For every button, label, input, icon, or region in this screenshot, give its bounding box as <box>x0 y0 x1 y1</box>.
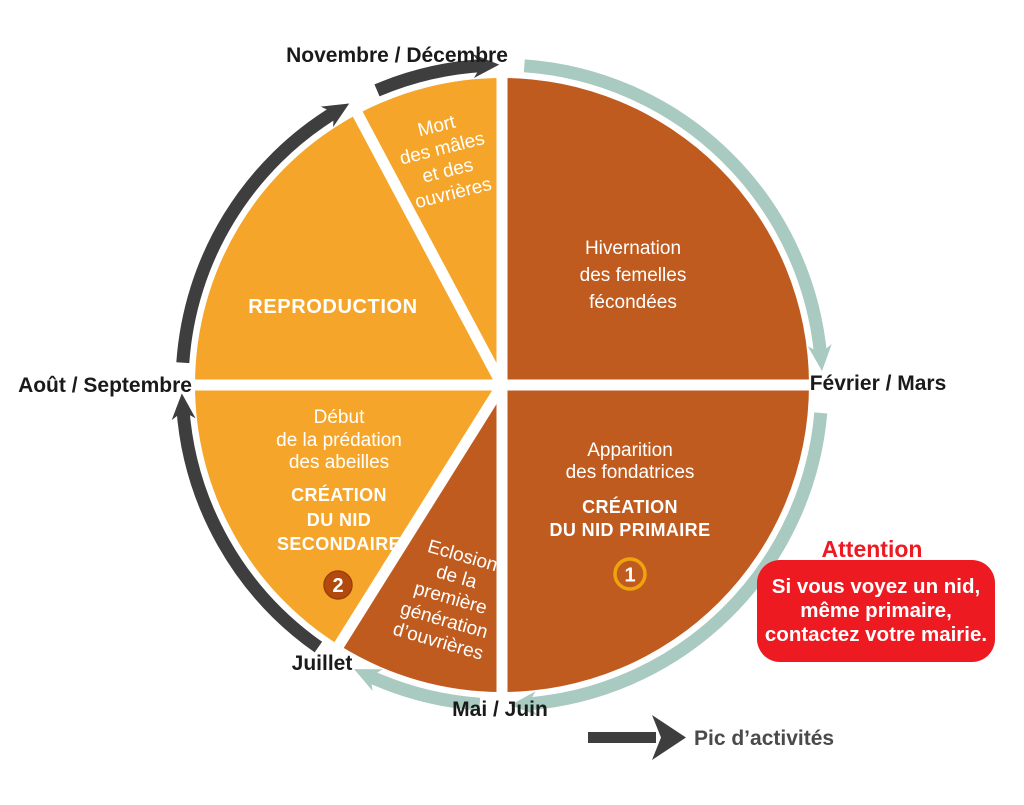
slice-text-line: fécondées <box>589 292 677 313</box>
badge-2-number: 2 <box>332 575 343 597</box>
month-label-juillet: Juillet <box>292 652 353 675</box>
attention-callout: Attention Si vous voyez un nid, même pri… <box>757 536 995 662</box>
month-labels: Novembre / Décembre Février / Mars Mai /… <box>18 44 946 721</box>
dark-arc-juillet-to-aout <box>171 393 323 653</box>
badge-1-number: 1 <box>624 565 635 587</box>
slice-text-line: des abeilles <box>289 452 389 473</box>
slice-text-line: Hivernation <box>585 238 681 259</box>
attention-line: contactez votre mairie. <box>765 623 987 646</box>
attention-line: Si vous voyez un nid, <box>772 575 980 598</box>
badge-1-circle <box>613 557 647 591</box>
cycle-pie <box>189 72 815 698</box>
month-label-aout-septembre: Août / Septembre <box>18 374 192 397</box>
slice-text-bold: DU NID PRIMAIRE <box>549 520 710 540</box>
month-label-novembre-decembre: Novembre / Décembre <box>286 44 508 67</box>
slice-hivernation <box>502 78 809 385</box>
slice-text-line: de la prédation <box>276 430 402 451</box>
slice-text-bold: DU NID <box>307 510 371 530</box>
divider-upper-left <box>350 106 507 388</box>
month-label-fevrier-mars: Février / Mars <box>810 372 947 395</box>
teal-arc-nov-to-fev <box>523 59 832 372</box>
attention-box <box>757 560 995 662</box>
slice-text-bold: CRÉATION <box>291 484 387 505</box>
slice-text-bold: CRÉATION <box>582 496 678 517</box>
slice-text-line: des fondatrices <box>566 462 695 483</box>
badge-2-circle <box>323 570 353 600</box>
month-label-mai-juin: Mai / Juin <box>452 698 548 721</box>
attention-title: Attention <box>822 536 923 562</box>
slice-reproduction <box>195 113 502 386</box>
slice-text-line: des femelles <box>580 265 687 286</box>
slice-text-line: Début <box>314 407 365 428</box>
slice-text-bold: REPRODUCTION <box>248 296 417 318</box>
activity-arcs <box>171 54 832 716</box>
slice-nid-primaire-label: Apparition des fondatrices CRÉATION DU N… <box>549 440 710 591</box>
dark-arc-oct-to-nov <box>374 54 500 97</box>
slice-nid-secondaire-label: Début de la prédation des abeilles CRÉAT… <box>276 407 402 600</box>
teal-arc-fev-to-mai <box>510 412 828 716</box>
legend-label: Pic d’activités <box>694 727 834 750</box>
dark-arc-aout-to-oct <box>176 103 350 364</box>
teal-arc-mai-to-juillet <box>354 669 481 711</box>
attention-line: même primaire, <box>800 599 952 622</box>
slice-nid-primaire <box>502 385 809 692</box>
slice-text-bold: SECONDAIRE <box>277 534 401 554</box>
legend-arrow-shaft <box>588 732 656 743</box>
divider-juillet <box>331 382 507 653</box>
slice-eclosion <box>339 385 502 692</box>
slice-nid-secondaire <box>195 385 502 646</box>
legend-arrow-icon <box>652 715 686 760</box>
slice-reproduction-label: REPRODUCTION <box>248 296 417 318</box>
slice-text-line: Apparition <box>587 440 673 461</box>
slice-hivernation-label: Hivernation des femelles fécondées <box>580 238 687 313</box>
legend-pic-activites: Pic d’activités <box>588 715 834 760</box>
